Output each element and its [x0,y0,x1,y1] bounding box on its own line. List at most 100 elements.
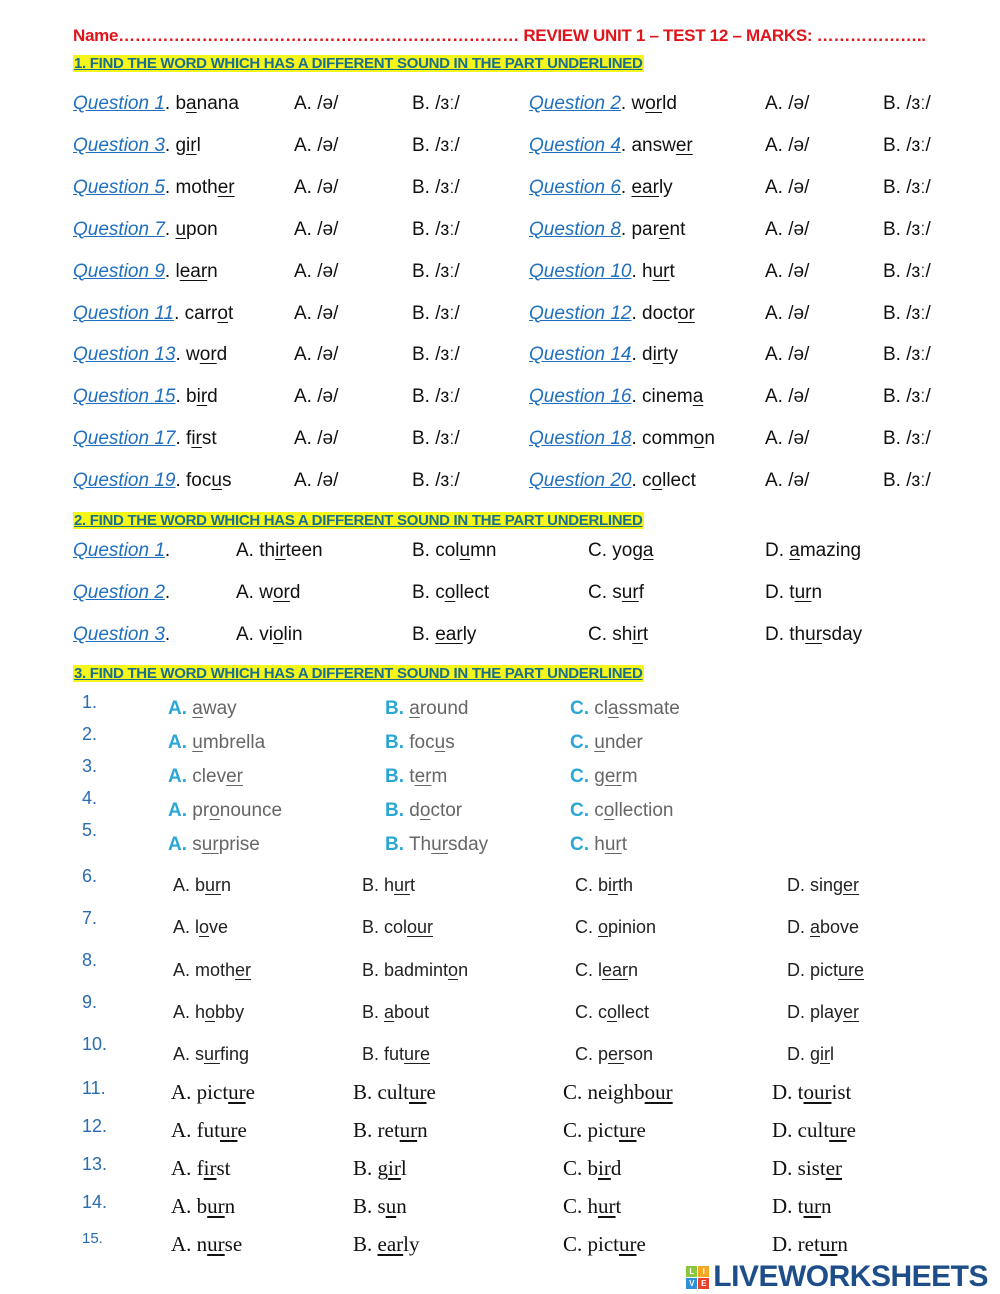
option-a[interactable]: A. /ə/ [765,218,810,240]
option-a[interactable]: A. /ə/ [765,428,810,450]
answer-option[interactable]: B. around [385,698,468,720]
answer-option[interactable]: D. culture [772,1118,856,1142]
question-link[interactable]: Question 13 [73,344,176,366]
answer-option[interactable]: A. surprise [168,834,260,856]
answer-option[interactable]: B. hurt [362,875,415,896]
answer-option[interactable]: D. singer [787,875,859,896]
answer-option[interactable]: D. above [787,917,859,938]
answer-option[interactable]: B. Thursday [385,834,488,856]
answer-option[interactable]: A. thirteen [236,540,323,562]
option-b[interactable]: B. /ɜː/ [883,218,931,240]
option-b[interactable]: B. /ɜː/ [412,302,460,324]
question-link[interactable]: Question 14 [529,344,632,366]
answer-option[interactable]: C. hurt [563,1194,621,1218]
answer-option[interactable]: A. surfing [173,1044,249,1065]
answer-option[interactable]: D. player [787,1002,859,1023]
answer-option[interactable]: D. girl [787,1044,834,1065]
answer-option[interactable]: D. turn [765,582,822,604]
option-b[interactable]: B. /ɜː/ [412,260,460,282]
option-b[interactable]: B. /ɜː/ [412,470,460,492]
answer-option[interactable]: D. amazing [765,540,861,562]
option-a[interactable]: A. /ə/ [294,428,339,450]
answer-option[interactable]: C. hurt [570,834,627,856]
option-b[interactable]: B. /ɜː/ [412,344,460,366]
question-link[interactable]: Question 20 [529,470,632,492]
option-b[interactable]: B. /ɜː/ [883,344,931,366]
option-b[interactable]: B. /ɜː/ [412,386,460,408]
answer-option[interactable]: B. badminton [362,960,468,981]
answer-option[interactable]: C. germ [570,766,638,788]
option-a[interactable]: A. /ə/ [765,93,810,114]
answer-option[interactable]: C. classmate [570,698,680,720]
answer-option[interactable]: A. word [236,582,300,604]
question-link[interactable]: Question 9 [73,260,165,282]
option-b[interactable]: B. /ɜː/ [883,470,931,492]
answer-option[interactable]: C. under [570,732,643,754]
question-link[interactable]: Question 7 [73,218,165,240]
answer-option[interactable]: B. about [362,1002,429,1023]
option-a[interactable]: A. /ə/ [294,344,339,366]
option-a[interactable]: A. /ə/ [294,93,339,114]
option-b[interactable]: B. /ɜː/ [883,260,931,282]
answer-option[interactable]: B. return [353,1118,428,1142]
option-b[interactable]: B. /ɜː/ [412,176,460,198]
answer-option[interactable]: C. picture [563,1232,646,1256]
question-link[interactable]: Question 16 [529,386,632,408]
answer-option[interactable]: D. tourist [772,1080,851,1104]
answer-option[interactable]: B. focus [385,732,455,754]
answer-option[interactable]: C. bird [563,1156,621,1180]
answer-option[interactable]: A. first [171,1156,231,1180]
option-b[interactable]: B. /ɜː/ [883,134,931,156]
option-a[interactable]: A. /ə/ [294,386,339,408]
answer-option[interactable]: B. term [385,766,447,788]
option-b[interactable]: B. /ɜː/ [883,93,931,114]
answer-option[interactable]: C. opinion [575,917,656,938]
answer-option[interactable]: C. person [575,1044,653,1065]
question-link[interactable]: Question 3 [73,623,165,645]
question-link[interactable]: Question 5 [73,176,165,198]
answer-option[interactable]: B. colour [362,917,433,938]
answer-option[interactable]: A. mother [173,960,251,981]
answer-option[interactable]: B. sun [353,1194,407,1218]
answer-option[interactable]: B. girl [353,1156,407,1180]
answer-option[interactable]: A. hobby [173,1002,244,1023]
answer-option[interactable]: C. collection [570,800,674,822]
answer-option[interactable]: A. nurse [171,1232,242,1256]
answer-option[interactable]: B. column [412,540,497,562]
answer-option[interactable]: A. violin [236,624,303,646]
answer-option[interactable]: C. birth [575,875,633,896]
answer-option[interactable]: B. doctor [385,800,462,822]
question-link[interactable]: Question 8 [529,218,621,240]
answer-option[interactable]: A. clever [168,766,243,788]
answer-option[interactable]: A. burn [173,875,231,896]
option-b[interactable]: B. /ɜː/ [412,218,460,240]
answer-option[interactable]: A. future [171,1118,247,1142]
answer-option[interactable]: A. love [173,917,228,938]
answer-option[interactable]: C. neighbour [563,1080,673,1104]
option-b[interactable]: B. /ɜː/ [883,386,931,408]
answer-option[interactable]: A. pronounce [168,800,282,822]
option-a[interactable]: A. /ə/ [765,260,810,282]
question-link[interactable]: Question 3 [73,134,165,156]
question-link[interactable]: Question 11 [73,302,175,324]
answer-option[interactable]: C. learn [575,960,638,981]
option-a[interactable]: A. /ə/ [294,218,339,240]
answer-option[interactable]: C. shirt [588,624,648,646]
question-link[interactable]: Question 1 [73,540,165,561]
option-b[interactable]: B. /ɜː/ [883,176,931,198]
option-a[interactable]: A. /ə/ [294,134,339,156]
question-link[interactable]: Question 15 [73,386,176,408]
question-link[interactable]: Question 2 [529,93,621,114]
answer-option[interactable]: B. early [412,624,476,646]
answer-option[interactable]: B. collect [412,582,489,604]
answer-option[interactable]: C. surf [588,582,644,604]
question-link[interactable]: Question 19 [73,470,176,492]
answer-option[interactable]: C. collect [575,1002,649,1023]
option-a[interactable]: A. /ə/ [294,470,339,492]
option-b[interactable]: B. /ɜː/ [883,302,931,324]
option-a[interactable]: A. /ə/ [294,302,339,324]
option-b[interactable]: B. /ɜː/ [883,428,931,450]
question-link[interactable]: Question 12 [529,302,632,324]
answer-option[interactable]: D. sister [772,1156,842,1180]
question-link[interactable]: Question 2 [73,581,165,603]
